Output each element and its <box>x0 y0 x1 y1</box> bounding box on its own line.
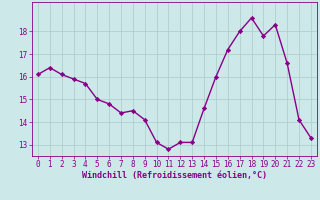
X-axis label: Windchill (Refroidissement éolien,°C): Windchill (Refroidissement éolien,°C) <box>82 171 267 180</box>
